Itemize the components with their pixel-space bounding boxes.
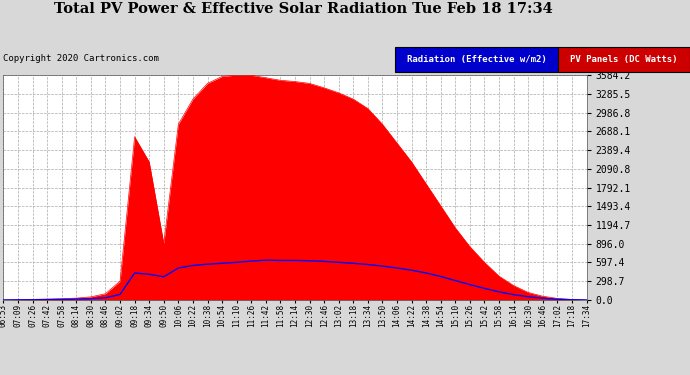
Text: Total PV Power & Effective Solar Radiation Tue Feb 18 17:34: Total PV Power & Effective Solar Radiati…: [55, 2, 553, 16]
Text: Copyright 2020 Cartronics.com: Copyright 2020 Cartronics.com: [3, 54, 159, 63]
Text: Radiation (Effective w/m2): Radiation (Effective w/m2): [406, 55, 546, 64]
Text: PV Panels (DC Watts): PV Panels (DC Watts): [570, 55, 678, 64]
